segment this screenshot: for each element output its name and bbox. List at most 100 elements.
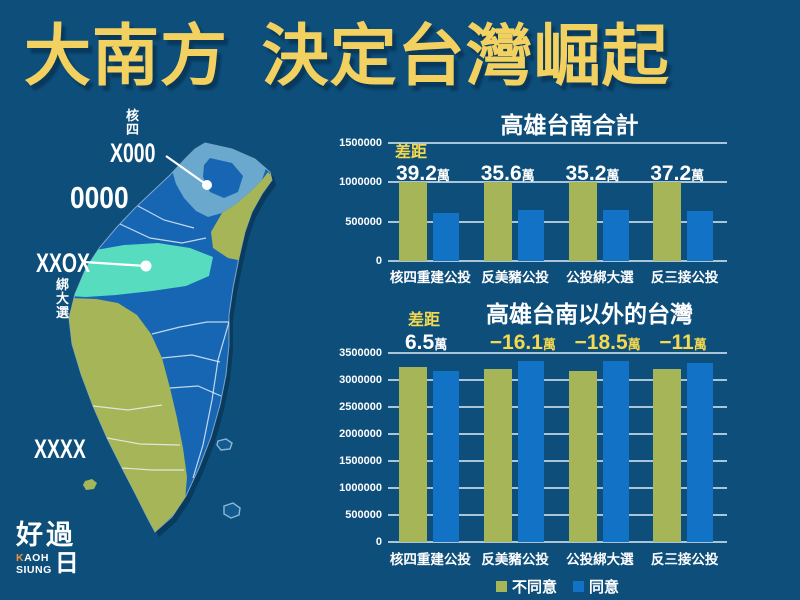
- c2-gap-label: 差距: [408, 312, 441, 329]
- c2-bar-agree-1: [517, 360, 544, 542]
- gridline-0: [388, 541, 727, 543]
- c2-category-0: 核四重建公投: [389, 552, 471, 567]
- c2-bar-disagree-0: [399, 367, 427, 542]
- c1-bar-agree-0: [433, 213, 459, 261]
- map-label-xxox: XXOX: [36, 248, 91, 278]
- c2-diff-2: −18.5萬: [575, 332, 641, 353]
- callout-tied-dot: [140, 260, 152, 272]
- logo-zh-top: 好過: [16, 520, 76, 550]
- logo-en-text: KAOH SIUNG: [16, 552, 52, 576]
- diff-unit: 萬: [606, 168, 620, 183]
- ytick-3500000: 3500000: [339, 347, 382, 359]
- diff-number: −18.5: [574, 331, 628, 354]
- ytick-1000000: 1000000: [339, 482, 382, 494]
- c2-diff-3: −11萬: [659, 332, 706, 353]
- c1-bar-agree-1: [517, 210, 544, 261]
- gridline-1000000: [388, 487, 727, 489]
- c1-category-3: 反三接公投: [650, 270, 719, 285]
- map-label-0000: 0000: [70, 180, 129, 215]
- region-yilan: [211, 172, 272, 262]
- c1-bar-disagree-3: [653, 181, 682, 261]
- diff-unit: 萬: [521, 168, 535, 183]
- c1-diff-3: 37.2萬: [650, 163, 704, 184]
- diff-unit: 萬: [691, 168, 705, 183]
- c2-category-3: 反三接公投: [650, 552, 719, 567]
- ytick-2500000: 2500000: [339, 401, 382, 413]
- logo-en-line2: SIUNG: [16, 564, 52, 577]
- legend-item-0: 不同意: [495, 576, 557, 597]
- gridline-0: [388, 260, 727, 262]
- ytick-1500000: 1500000: [339, 455, 382, 467]
- county-borders: [92, 205, 230, 479]
- legend-label-0: 不同意: [511, 579, 557, 596]
- chart2-title: 高雄台南以外的台灣: [486, 301, 693, 327]
- chart1-title: 高雄台南合計: [500, 112, 639, 138]
- ytick-500000: 500000: [345, 215, 382, 228]
- map-label-tied-suffix: 綁大選: [56, 277, 70, 321]
- logo-en-accent: K: [16, 552, 25, 564]
- islet-green-island: [216, 438, 233, 451]
- gridline-500000: [388, 514, 727, 516]
- diff-number: 35.6: [480, 162, 522, 185]
- ytick-1000000: 1000000: [339, 176, 382, 189]
- legend-swatch-1: [573, 581, 584, 592]
- region-no-nuclear-only: [172, 143, 266, 217]
- ytick-3000000: 3000000: [339, 374, 382, 386]
- region-taipei-inner: [203, 158, 243, 198]
- c1-diff-2: 35.2萬: [566, 163, 620, 184]
- diff-unit: 萬: [627, 337, 641, 352]
- c2-bar-disagree-1: [483, 369, 512, 542]
- c1-bar-disagree-0: [399, 182, 427, 261]
- c2-bar-agree-0: [433, 370, 459, 542]
- c2-diff-0: 6.5萬: [405, 332, 447, 353]
- c2-category-1: 反美豬公投: [481, 552, 549, 567]
- legend-item-1: 同意: [573, 576, 619, 597]
- logo-en-rest: AOH: [24, 552, 49, 564]
- c1-category-2: 公投綁大選: [566, 270, 634, 285]
- map-label-nuclear-prefix: 核四: [126, 108, 140, 138]
- gridline-500000: [388, 220, 727, 223]
- diff-unit: 萬: [693, 337, 707, 352]
- c1-bar-agree-2: [602, 210, 629, 261]
- c1-bar-agree-3: [687, 211, 714, 261]
- map-label-x000: X000: [110, 138, 156, 168]
- islet-orchid-island: [223, 502, 241, 519]
- region-southwest: [69, 298, 187, 532]
- gridline-3000000: [388, 379, 727, 381]
- c2-bar-disagree-2: [568, 370, 597, 542]
- callout-nuclear: [165, 155, 208, 186]
- ytick-1500000: 1500000: [339, 137, 382, 149]
- c2-bar-disagree-3: [653, 368, 682, 542]
- map-label-xxxx: XXXX: [34, 434, 86, 464]
- page-title: 大南方 決定台灣崛起: [24, 19, 670, 94]
- c1-bar-disagree-1: [483, 182, 512, 261]
- gridline-1500000: [388, 142, 727, 144]
- gridline-2000000: [388, 433, 727, 435]
- legend-label-1: 同意: [589, 579, 620, 596]
- kaohsiung-logo: 好過 KAOH SIUNG 日: [16, 520, 96, 577]
- c1-diff-1: 35.6萬: [481, 163, 535, 184]
- c2-diff-1: −16.1萬: [490, 332, 556, 353]
- diff-number: −11: [659, 331, 694, 354]
- diff-number: 6.5: [405, 331, 435, 354]
- diff-number: 39.2: [396, 162, 437, 185]
- callout-nuclear-dot: [202, 180, 212, 190]
- diff-number: −16.1: [489, 331, 543, 354]
- ytick-2000000: 2000000: [339, 428, 382, 440]
- ytick-500000: 500000: [345, 509, 382, 521]
- diff-unit: 萬: [436, 168, 450, 183]
- ytick-0: 0: [375, 536, 382, 548]
- c2-category-2: 公投綁大選: [566, 552, 634, 567]
- diff-number: 37.2: [650, 162, 692, 185]
- legend-swatch-0: [495, 581, 507, 592]
- c1-bar-disagree-2: [568, 182, 597, 261]
- c1-category-0: 核四重建公投: [389, 270, 471, 285]
- diff-unit: 萬: [434, 337, 448, 352]
- logo-zh-bottom: 日: [54, 550, 79, 577]
- c1-category-1: 反美豬公投: [481, 270, 549, 285]
- gridline-1000000: [388, 181, 727, 184]
- gridline-3500000: [388, 352, 727, 354]
- c1-gap-label: 差距: [395, 144, 428, 161]
- chart-legend: 不同意 同意: [388, 576, 727, 597]
